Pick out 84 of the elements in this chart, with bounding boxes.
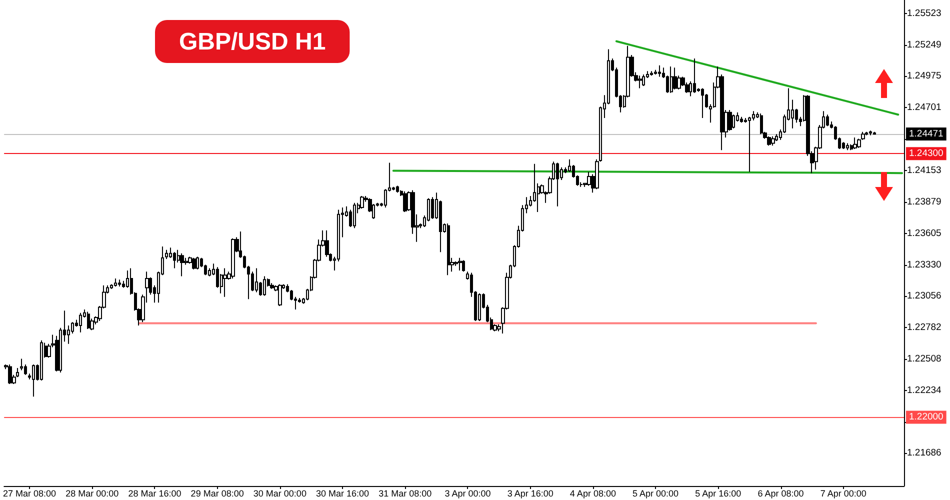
candlestick (478, 292, 481, 322)
y-tick-label: 1.23605 (907, 228, 942, 239)
candlestick (462, 260, 465, 272)
candlestick (231, 238, 235, 280)
y-tick-label: 1.25523 (907, 8, 942, 19)
candlestick (826, 114, 829, 127)
candlestick (263, 276, 266, 296)
y-tick-label: 1.23879 (907, 196, 942, 208)
y-tick-label: 1.23056 (907, 290, 942, 302)
candlestick (740, 116, 743, 124)
candlestick (8, 364, 12, 384)
candlestick (775, 134, 778, 142)
candlestick (842, 142, 845, 150)
candlestick (360, 196, 364, 210)
candlestick (556, 162, 559, 207)
candlestick (118, 279, 121, 288)
y-tick-label: 1.22782 (907, 322, 942, 334)
x-tick-label: 3 Apr 16:00 (507, 488, 554, 498)
x-tick-label: 28 Mar 00:00 (66, 488, 119, 498)
candlestick (458, 257, 462, 272)
candlestick (846, 142, 849, 151)
candlestick (654, 69, 657, 76)
candlestick (165, 249, 168, 260)
candlestick (853, 137, 857, 150)
candlestick (771, 136, 775, 146)
candlestick (873, 131, 876, 135)
candlestick (208, 268, 211, 277)
candlestick (431, 196, 434, 220)
candlestick (403, 190, 407, 213)
x-tick-label: 31 Mar 08:00 (378, 488, 432, 498)
candlestick (638, 75, 642, 89)
candlestick (673, 67, 677, 90)
y-tick-label: 1.22508 (907, 354, 942, 364)
candlestick (865, 131, 868, 136)
candlestick (642, 74, 645, 86)
candlestick (180, 252, 184, 277)
y-tick-label: 1.22234 (907, 384, 942, 396)
candlestick (693, 58, 696, 94)
x-tick-label: 5 Apr 00:00 (632, 488, 679, 498)
candlestick (447, 223, 450, 276)
candlestick (20, 358, 23, 371)
x-tick-label: 28 Mar 16:00 (128, 488, 182, 498)
candlestick (270, 282, 274, 290)
candlestick (353, 202, 356, 229)
y-tick-label: 1.21686 (907, 448, 942, 459)
candlestick (325, 230, 329, 258)
x-tick-label: 5 Apr 16:00 (695, 488, 742, 498)
x-tick-label: 6 Apr 08:00 (758, 488, 804, 498)
candlestick (87, 311, 90, 330)
candlestick (701, 88, 704, 119)
candlestick (32, 364, 35, 398)
x-tick-label: 27 Mar 08:00 (2, 488, 56, 498)
y-tick-label: 1.24975 (907, 70, 942, 82)
candlestick (40, 340, 43, 382)
candlestick (278, 284, 282, 307)
candlestick (767, 136, 771, 146)
candlestick (732, 114, 735, 129)
candlestick (396, 185, 399, 194)
y-tick-label: 1.24701 (907, 102, 942, 114)
candlestick (114, 278, 117, 288)
x-tick-label: 29 Mar 08:00 (190, 488, 244, 498)
candlestick (223, 268, 227, 298)
candlestick (173, 252, 176, 269)
candlestick (196, 256, 199, 270)
ref-line-label: 1.22000 (909, 412, 944, 423)
x-tick-label: 7 Apr 00:00 (820, 488, 866, 498)
candlestick (79, 312, 82, 333)
ref-line-label: 1.24300 (909, 148, 944, 160)
x-tick-label: 30 Mar 16:00 (316, 488, 370, 498)
y-tick-label: 1.24153 (907, 164, 942, 176)
candlestick (670, 66, 673, 94)
text: GBP/USD H1 (179, 28, 326, 56)
x-tick-label: 3 Apr 00:00 (444, 488, 491, 498)
candlestick (192, 257, 196, 270)
ref-line-label: 1.24471 (909, 128, 944, 140)
x-tick-label: 30 Mar 00:00 (253, 488, 306, 498)
candlestick (255, 268, 258, 293)
candlestick (650, 70, 653, 76)
x-tick-label: 4 Apr 08:00 (570, 488, 616, 498)
candlestick (760, 112, 763, 135)
candlestick (658, 64, 661, 78)
y-tick-label: 1.23330 (907, 259, 942, 270)
y-tick-label: 1.25249 (907, 39, 942, 50)
candlestick (869, 130, 872, 136)
